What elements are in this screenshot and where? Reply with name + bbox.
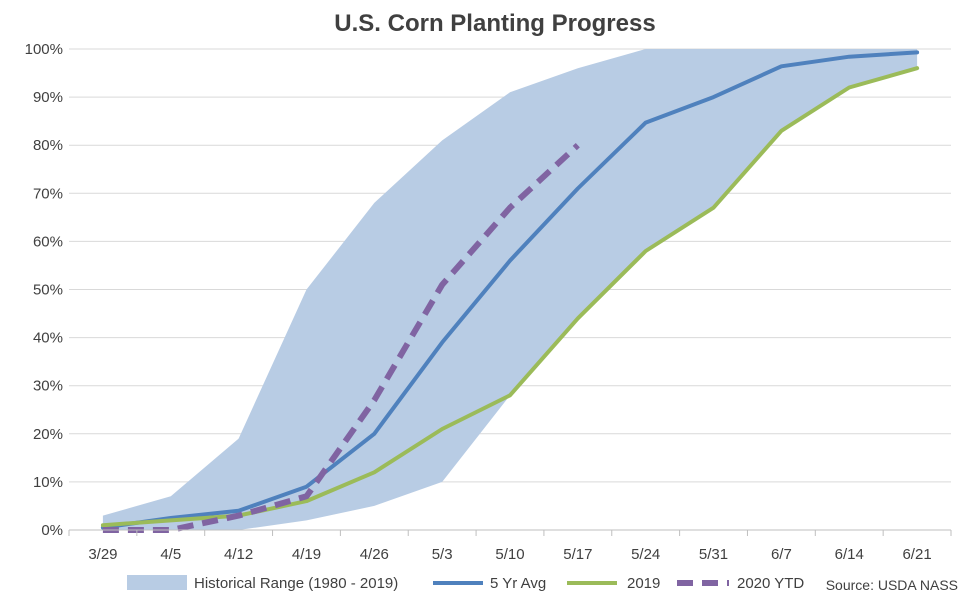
series-line-3 [102, 142, 580, 533]
series-lines [100, 50, 920, 533]
y-tick-label: 40% [33, 330, 63, 347]
x-tick-label: 4/19 [292, 546, 321, 563]
y-tick-label: 100% [25, 41, 63, 58]
y-tick-label: 50% [33, 282, 63, 299]
x-tick-label: 4/26 [360, 546, 389, 563]
x-tick-label: 5/24 [631, 546, 660, 563]
historical-range-band [102, 49, 918, 530]
source-note: Source: USDA NASS [826, 577, 958, 593]
x-tick-label: 6/14 [835, 546, 864, 563]
legend: Historical Range (1980 - 2019) 5 Yr Avg 20… [127, 575, 804, 592]
y-tick-label: 0% [41, 522, 63, 539]
legend-label-series-2: 2019 [627, 575, 660, 592]
x-tick-label: 4/12 [224, 546, 253, 563]
axes: 0% 10% 20% 30% 40% 50% 60% 70% 80% 90% 100% 3/29 4/5… [25, 41, 952, 563]
y-tick-label: 60% [33, 233, 63, 250]
legend-label-series-1: 5 Yr Avg [490, 575, 546, 592]
x-tick-label: 5/17 [563, 546, 592, 563]
x-tick-label: 6/21 [902, 546, 931, 563]
chart-title: U.S. Corn Planting Progress [334, 10, 655, 37]
x-tick-label: 5/10 [495, 546, 524, 563]
y-tick-label: 30% [33, 378, 63, 395]
y-tick-label: 70% [33, 185, 63, 202]
legend-label-series-3: 2020 YTD [737, 575, 804, 592]
x-tick-label: 6/7 [771, 546, 792, 563]
y-tick-label: 10% [33, 474, 63, 491]
y-tick-label: 90% [33, 89, 63, 106]
legend-label-range: Historical Range (1980 - 2019) [194, 575, 398, 592]
x-tick-label: 4/5 [160, 546, 181, 563]
x-tick-label: 5/3 [432, 546, 453, 563]
y-tick-label: 80% [33, 137, 63, 154]
legend-swatch-range [127, 575, 187, 590]
x-tick-label: 3/29 [88, 546, 117, 563]
y-tick-label: 20% [33, 426, 63, 443]
historical-range-area [102, 49, 918, 530]
x-tick-label: 5/31 [699, 546, 728, 563]
